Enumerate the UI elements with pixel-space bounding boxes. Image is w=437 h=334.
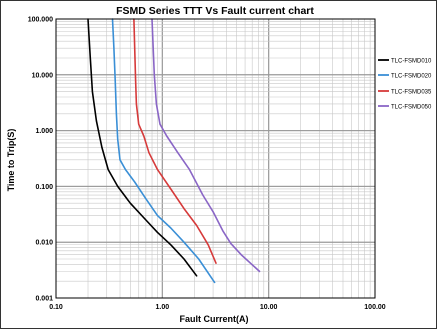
- series-line-tlc-fsmd050: [151, 18, 261, 273]
- y-tick-label: 0.001: [35, 296, 53, 303]
- x-tick-label: 100.00: [364, 304, 386, 311]
- x-tick-label: 10.00: [260, 304, 278, 311]
- grid: [55, 18, 376, 299]
- y-axis-label: Time to Trip(S): [6, 129, 16, 192]
- legend-label: TLC-FSMD020: [391, 73, 432, 79]
- tick-labels: 0.10 1.00 10.00 100.00 0.001 0.010 0.100 1.000 1…: [28, 17, 386, 312]
- plot-area-border: [55, 18, 376, 299]
- y-tick-label: 1.000: [35, 128, 53, 135]
- legend-label: TLC-FSMD050: [391, 104, 432, 110]
- series-line-tlc-fsmd020: [111, 18, 216, 284]
- series-line-tlc-fsmd035: [133, 18, 217, 264]
- legend: TLC-FSMD010 TLC-FSMD020 TLC-FSMD035 TLC-FSM…: [378, 58, 432, 110]
- y-tick-label: 10.000: [32, 72, 54, 79]
- legend-label: TLC-FSMD010: [391, 58, 432, 64]
- legend-label: TLC-FSMD035: [391, 89, 432, 95]
- y-tick-label: 0.100: [35, 184, 53, 191]
- chart-title: FSMD Series TTT Vs Fault current chart: [116, 5, 314, 17]
- x-tick-label: 1.00: [156, 304, 170, 311]
- x-axis-label: Fault Current(A): [180, 314, 249, 324]
- series-line-tlc-fsmd010: [87, 18, 198, 277]
- series-lines: [87, 18, 261, 284]
- y-tick-label: 100.000: [28, 17, 53, 24]
- y-tick-label: 0.010: [35, 240, 53, 247]
- x-tick-label: 0.10: [49, 304, 63, 311]
